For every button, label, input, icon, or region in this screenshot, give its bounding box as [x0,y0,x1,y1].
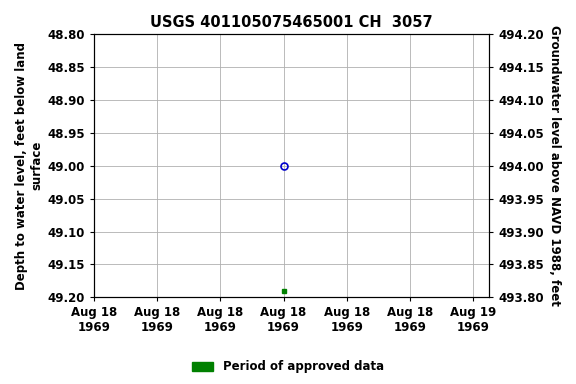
Legend: Period of approved data: Period of approved data [187,356,389,378]
Y-axis label: Depth to water level, feet below land
surface: Depth to water level, feet below land su… [15,42,43,290]
Title: USGS 401105075465001 CH  3057: USGS 401105075465001 CH 3057 [150,15,433,30]
Y-axis label: Groundwater level above NAVD 1988, feet: Groundwater level above NAVD 1988, feet [548,25,561,306]
